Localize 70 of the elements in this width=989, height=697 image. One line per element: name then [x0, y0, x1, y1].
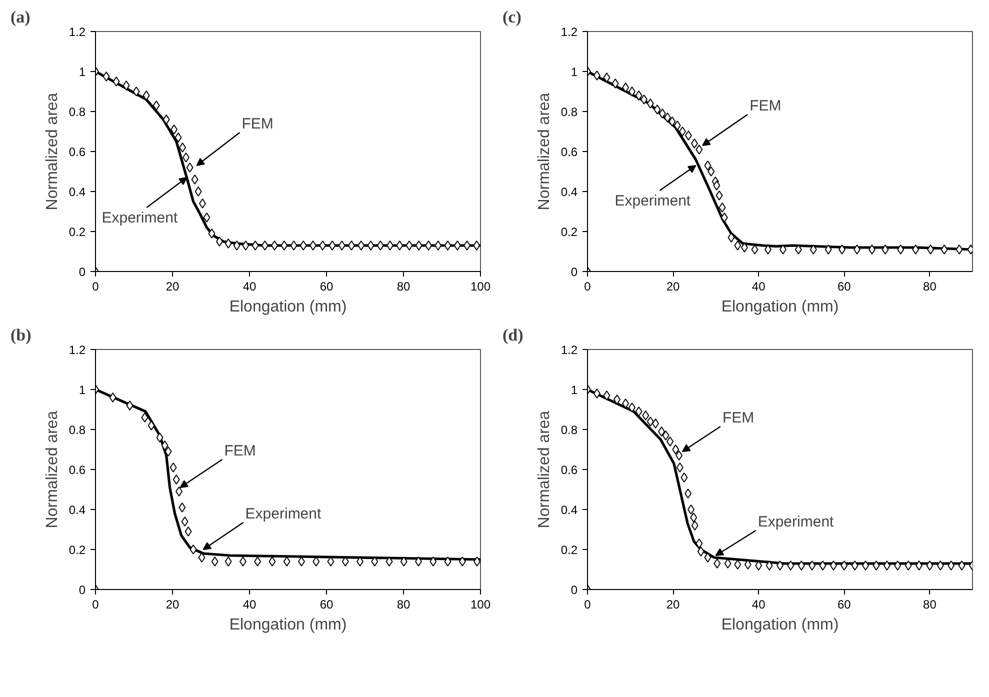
annotation: Experiment	[614, 192, 692, 210]
y-tick-label: 1	[78, 383, 86, 397]
x-tick-label: 100	[470, 598, 491, 612]
y-tick-label: 1	[570, 383, 578, 397]
x-axis-title: Elongation (mm)	[229, 616, 347, 634]
annotation: Experiment	[245, 506, 322, 522]
y-tick-label: 0.4	[68, 185, 86, 199]
y-tick-label: 0.2	[68, 225, 86, 239]
x-tick-label: 60	[837, 598, 852, 612]
chart-title: (b)	[10, 326, 32, 344]
y-tick-label: 1	[78, 65, 86, 79]
annotation: Experiment	[102, 210, 178, 226]
x-tick-label: 60	[320, 280, 334, 294]
x-tick-label: 80	[396, 280, 410, 294]
annotation: Experiment	[758, 514, 835, 530]
x-tick-label: 0	[92, 598, 100, 612]
x-tick-label: 60	[320, 598, 334, 612]
y-tick-label: 0.4	[560, 185, 578, 199]
chart-title: (d)	[502, 326, 524, 344]
y-tick-label: 1	[570, 65, 578, 79]
x-tick-label: 40	[752, 280, 766, 294]
y-tick-label: 0	[78, 265, 86, 279]
y-tick-label: 1.2	[68, 343, 86, 357]
x-axis-title: Elongation (mm)	[721, 616, 839, 634]
chart-title: (c)	[502, 8, 522, 26]
x-tick-label: 40	[242, 280, 256, 294]
y-tick-label: 0.8	[68, 423, 86, 437]
y-tick-label: 0.2	[560, 225, 578, 239]
y-tick-label: 0.6	[68, 145, 86, 159]
x-tick-label: 80	[396, 598, 410, 612]
y-tick-label: 0.6	[560, 145, 578, 159]
annotation: FEM	[224, 442, 256, 460]
y-tick-label: 0.6	[560, 463, 578, 477]
x-tick-label: 20	[166, 598, 180, 612]
y-tick-label: 0.8	[560, 105, 578, 119]
y-tick-label: 0	[570, 583, 578, 597]
x-tick-label: 40	[752, 598, 766, 612]
y-tick-label: 0.8	[560, 423, 578, 437]
x-tick-label: 0	[584, 598, 592, 612]
y-tick-label: 1.2	[68, 25, 86, 39]
y-tick-label: 1.2	[560, 343, 578, 357]
chart-title: (a)	[10, 8, 30, 26]
x-tick-label: 20	[666, 280, 680, 294]
x-axis-title: Elongation (mm)	[721, 298, 839, 316]
x-tick-label: 80	[923, 280, 937, 294]
y-tick-label: 0.6	[68, 463, 86, 477]
x-tick-label: 100	[470, 280, 491, 294]
x-tick-label: 0	[92, 280, 100, 294]
x-tick-label: 80	[923, 598, 937, 612]
y-axis-title: Normalized area	[44, 410, 61, 528]
y-tick-label: 0.4	[560, 503, 578, 517]
annotation: FEM	[242, 116, 274, 132]
y-tick-label: 0	[78, 583, 86, 597]
y-tick-label: 0.4	[68, 503, 86, 517]
y-tick-label: 0.8	[68, 105, 86, 119]
y-tick-label: 1.2	[560, 25, 578, 39]
x-tick-label: 40	[242, 598, 256, 612]
y-axis-title: Normalized area	[44, 92, 61, 210]
x-tick-label: 20	[666, 598, 680, 612]
x-tick-label: 20	[166, 280, 180, 294]
x-tick-label: 0	[584, 280, 592, 294]
y-tick-label: 0.2	[560, 543, 578, 557]
annotation: FEM	[750, 98, 782, 114]
y-axis-title: Normalized area	[536, 92, 553, 210]
y-tick-label: 0.2	[68, 543, 86, 557]
y-axis-title: Normalized area	[536, 410, 553, 528]
y-tick-label: 0	[570, 265, 578, 279]
x-tick-label: 60	[837, 280, 852, 294]
x-axis-title: Elongation (mm)	[229, 298, 347, 316]
annotation: FEM	[722, 410, 754, 426]
